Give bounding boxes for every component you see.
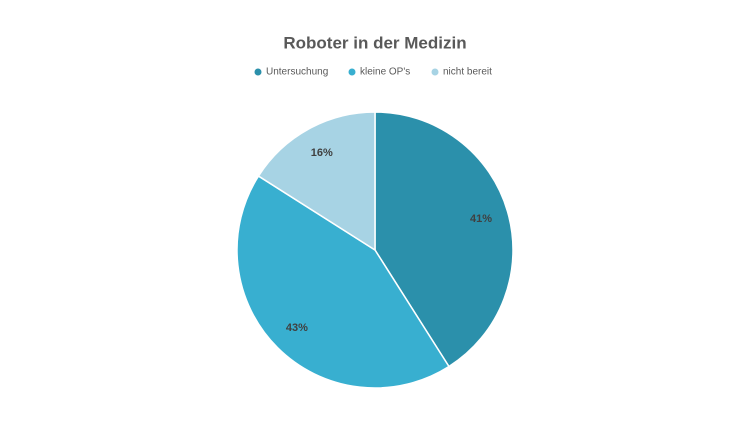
legend-label: Untersuchung	[266, 67, 328, 78]
data-label: 43%	[286, 322, 308, 334]
pie-slice	[257, 111, 376, 252]
chart-title: Roboter in der Medizin	[283, 33, 466, 52]
legend-label: nicht bereit	[443, 67, 492, 78]
legend-swatch	[431, 68, 439, 76]
pie-slice	[236, 175, 450, 389]
legend-label: kleine OP's	[360, 67, 410, 78]
legend-swatch	[348, 68, 356, 76]
pie-slice	[374, 111, 514, 368]
legend-swatch	[254, 68, 262, 76]
data-label: 16%	[311, 147, 333, 159]
data-label: 41%	[470, 213, 492, 225]
